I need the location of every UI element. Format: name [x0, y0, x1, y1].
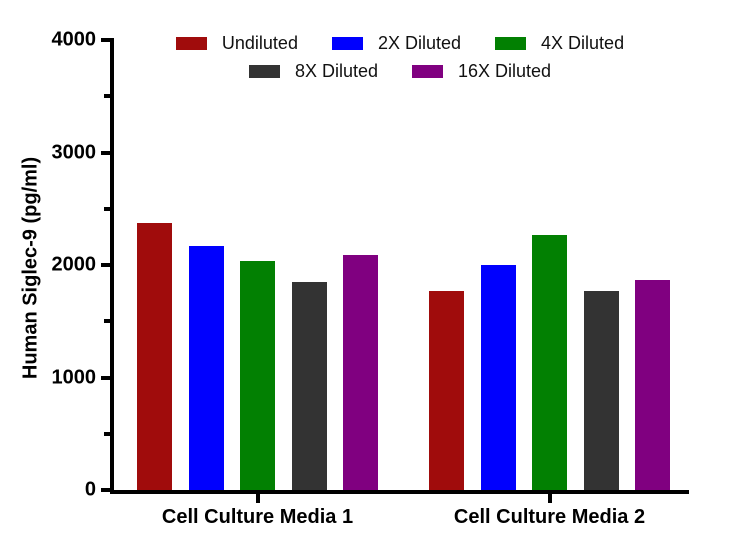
legend-item-undiluted: Undiluted	[175, 33, 298, 54]
y-axis-title: Human Siglec-9 (pg/ml)	[19, 156, 42, 380]
legend-label-8x-diluted: 8X Diluted	[294, 61, 378, 81]
legend-row-2: 8X Diluted 16X Diluted	[248, 61, 551, 82]
legend-row-1: Undiluted 2X Diluted 4X Diluted	[175, 33, 624, 54]
legend-item-2x-diluted: 2X Diluted	[331, 33, 462, 54]
y-major-tick-2000	[101, 263, 110, 267]
bar-16x-diluted-cell-culture-media-1	[343, 254, 378, 490]
bar-8x-diluted-cell-culture-media-2	[583, 290, 619, 490]
legend-label-16x-diluted: 16X Diluted	[458, 61, 552, 81]
legend-label-2x-diluted: 2X Diluted	[377, 33, 462, 53]
y-axis-line	[110, 38, 114, 494]
x-tick-cell-culture-media-1	[255, 494, 260, 503]
y-minor-tick-1500	[104, 319, 110, 324]
bar-2x-diluted-cell-culture-media-2	[480, 265, 516, 490]
bar-16x-diluted-cell-culture-media-2	[635, 279, 670, 490]
bar-undiluted-cell-culture-media-1	[137, 223, 172, 490]
y-tick-label-1000: 1000	[51, 366, 97, 388]
bar-8x-diluted-cell-culture-media-1	[291, 281, 327, 490]
y-tick-label-0: 0	[84, 478, 96, 501]
legend-item-8x-diluted: 8X Diluted	[248, 61, 378, 82]
legend-swatch-16x-diluted	[412, 65, 443, 78]
bar-2x-diluted-cell-culture-media-1	[188, 245, 224, 490]
y-tick-label-4000: 4000	[51, 28, 97, 51]
legend-swatch-8x-diluted	[248, 65, 280, 78]
legend-swatch-4x-diluted	[495, 37, 527, 50]
legend-label-undiluted: Undiluted	[221, 33, 298, 53]
y-major-tick-1000	[101, 375, 110, 380]
y-tick-label-2000: 2000	[51, 253, 97, 276]
legend-item-16x-diluted: 16X Diluted	[412, 61, 551, 82]
y-minor-tick-2500	[104, 206, 110, 211]
chart-legend: Undiluted 2X Diluted 4X Diluted 8X Diluted 1…	[110, 33, 690, 82]
y-minor-tick-500	[104, 431, 110, 436]
legend-swatch-2x-diluted	[331, 37, 363, 50]
bar-undiluted-cell-culture-media-2	[429, 290, 464, 490]
x-category-label-cell-culture-media-2: Cell Culture Media 2	[453, 506, 646, 528]
legend-label-4x-diluted: 4X Diluted	[541, 33, 625, 53]
legend-item-4x-diluted: 4X Diluted	[495, 33, 624, 54]
bar-4x-diluted-cell-culture-media-1	[240, 260, 275, 490]
y-tick-label-3000: 3000	[51, 141, 97, 163]
x-category-label-cell-culture-media-1: Cell Culture Media 1	[161, 506, 354, 528]
bar-4x-diluted-cell-culture-media-2	[532, 234, 567, 490]
x-tick-cell-culture-media-2	[547, 494, 552, 503]
y-minor-tick-3500	[104, 94, 110, 99]
legend-swatch-undiluted	[175, 37, 207, 50]
x-axis-line	[110, 490, 689, 494]
y-major-tick-3000	[101, 150, 110, 155]
y-major-tick-4000	[101, 38, 110, 42]
y-major-tick-0	[101, 488, 110, 492]
